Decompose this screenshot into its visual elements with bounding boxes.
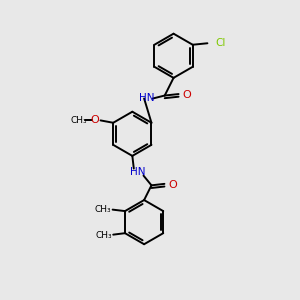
Text: CH₃: CH₃ bbox=[95, 231, 112, 240]
Text: CH₃: CH₃ bbox=[94, 205, 111, 214]
Text: O: O bbox=[168, 180, 177, 190]
Text: Cl: Cl bbox=[216, 38, 226, 48]
Text: HN: HN bbox=[130, 167, 146, 177]
Text: O: O bbox=[182, 90, 191, 100]
Text: CH₃: CH₃ bbox=[70, 116, 87, 125]
Text: O: O bbox=[90, 115, 99, 125]
Text: HN: HN bbox=[139, 94, 155, 103]
